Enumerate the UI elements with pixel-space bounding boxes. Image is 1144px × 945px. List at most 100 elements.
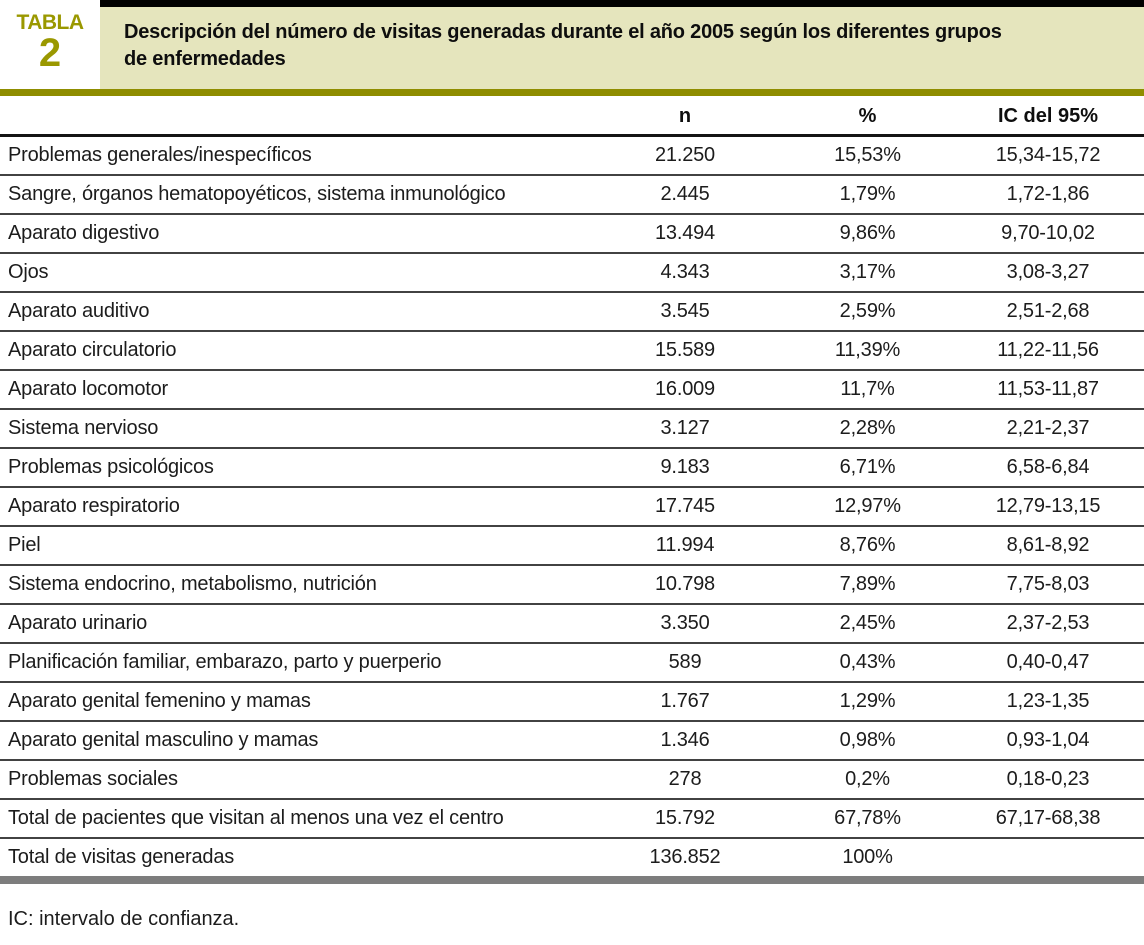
header-cell-percent: % [770, 96, 965, 137]
cell-n: 21.250 [600, 135, 770, 176]
table-badge-number: 2 [38, 31, 62, 75]
table-badge-word: TABLA [16, 11, 84, 34]
cell-percent: 1,29% [770, 682, 965, 722]
cell-n: 16.009 [600, 370, 770, 410]
table-row: Planificación familiar, embarazo, parto … [0, 643, 1144, 683]
cell-percent: 0,98% [770, 721, 965, 761]
cell-confidence-interval: 7,75-8,03 [965, 565, 1144, 605]
cell-confidence-interval: 9,70-10,02 [965, 214, 1144, 254]
table-row: Ojos 4.343 3,17% 3,08-3,27 [0, 253, 1144, 293]
header-cell-n: n [600, 96, 770, 137]
cell-n: 3.127 [600, 409, 770, 449]
cell-disease-group: Aparato digestivo [0, 214, 600, 254]
table-row: Aparato digestivo 13.494 9,86% 9,70-10,02 [0, 214, 1144, 254]
table-badge: TABLA 2 [0, 0, 100, 96]
cell-disease-group: Sangre, órganos hematopoyéticos, sistema… [0, 175, 600, 215]
cell-percent: 2,28% [770, 409, 965, 449]
cell-percent: 6,71% [770, 448, 965, 488]
cell-percent: 9,86% [770, 214, 965, 254]
table-row: Aparato genital femenino y mamas 1.767 1,2… [0, 682, 1144, 722]
cell-disease-group: Aparato auditivo [0, 292, 600, 332]
table-row: Aparato circulatorio 15.589 11,39% 11,22-11… [0, 331, 1144, 371]
cell-n: 10.798 [600, 565, 770, 605]
cell-confidence-interval: 0,40-0,47 [965, 643, 1144, 683]
cell-percent: 12,97% [770, 487, 965, 527]
cell-disease-group: Total de pacientes que visitan al menos … [0, 799, 600, 839]
table-row: Aparato auditivo 3.545 2,59% 2,51-2,68 [0, 292, 1144, 332]
figure-title-line-1: Descripción del número de visitas genera… [124, 21, 1002, 43]
cell-percent: 0,2% [770, 760, 965, 800]
cell-n: 278 [600, 760, 770, 800]
table-row: Aparato genital masculino y mamas 1.346 0,… [0, 721, 1144, 761]
table-row: Aparato locomotor 16.009 11,7% 11,53-11,87 [0, 370, 1144, 410]
cell-n: 1.346 [600, 721, 770, 761]
cell-n: 9.183 [600, 448, 770, 488]
cell-n: 3.350 [600, 604, 770, 644]
table-row: Total de visitas generadas 136.852 100% [0, 838, 1144, 876]
table-row: Sistema nervioso 3.127 2,28% 2,21-2,37 [0, 409, 1144, 449]
cell-disease-group: Problemas psicológicos [0, 448, 600, 488]
cell-percent: 3,17% [770, 253, 965, 293]
cell-disease-group: Problemas sociales [0, 760, 600, 800]
cell-percent: 7,89% [770, 565, 965, 605]
cell-confidence-interval: 12,79-13,15 [965, 487, 1144, 527]
cell-disease-group: Aparato urinario [0, 604, 600, 644]
cell-disease-group: Planificación familiar, embarazo, parto … [0, 643, 600, 683]
table-row: Problemas sociales 278 0,2% 0,18-0,23 [0, 760, 1144, 800]
cell-n: 4.343 [600, 253, 770, 293]
cell-disease-group: Aparato circulatorio [0, 331, 600, 371]
cell-percent: 100% [842, 846, 893, 868]
cell-confidence-interval: 1,72-1,86 [965, 175, 1144, 215]
table-row: Sangre, órganos hematopoyéticos, sistema… [0, 175, 1144, 215]
figure-title-line-2: de enfermedades [124, 48, 286, 70]
cell-confidence-interval: 0,93-1,04 [965, 721, 1144, 761]
cell-n: 15.589 [600, 331, 770, 371]
table-row: Problemas psicológicos 9.183 6,71% 6,58-6,8… [0, 448, 1144, 488]
cell-n: 3.545 [600, 292, 770, 332]
table-row: Problemas generales/inespecíficos 21.250 1… [0, 135, 1144, 176]
cell-percent: 15,53% [770, 135, 965, 176]
cell-n: 13.494 [600, 214, 770, 254]
footnote: IC: intervalo de confianza. [8, 908, 240, 930]
cell-n: 15.792 [600, 799, 770, 839]
table-row: Total de pacientes que visitan al menos … [0, 799, 1144, 839]
cell-confidence-interval: 11,22-11,56 [965, 331, 1144, 371]
cell-n: 136.852 [649, 846, 721, 868]
cell-percent: 67,78% [770, 799, 965, 839]
cell-confidence-interval: 8,61-8,92 [965, 526, 1144, 566]
cell-percent: 2,59% [770, 292, 965, 332]
cell-n: 2.445 [600, 175, 770, 215]
figure-title-box: Descripción del número de visitas genera… [100, 0, 1144, 96]
header-cell-confidence-interval: IC del 95% [965, 96, 1144, 137]
cell-confidence-interval: 2,51-2,68 [965, 292, 1144, 332]
cell-n: 17.745 [600, 487, 770, 527]
cell-confidence-interval: 2,21-2,37 [965, 409, 1144, 449]
header-cell-disease-group [0, 96, 600, 137]
cell-confidence-interval: 67,17-68,38 [965, 799, 1144, 839]
cell-disease-group: Problemas generales/inespecíficos [0, 135, 600, 176]
cell-confidence-interval: 11,53-11,87 [965, 370, 1144, 410]
cell-confidence-interval: 6,58-6,84 [965, 448, 1144, 488]
cell-disease-group: Piel [0, 526, 600, 566]
cell-confidence-interval: 0,18-0,23 [965, 760, 1144, 800]
table-row: Aparato respiratorio 17.745 12,97% 12,79-13… [0, 487, 1144, 527]
cell-disease-group: Ojos [0, 253, 600, 293]
cell-percent: 2,45% [770, 604, 965, 644]
cell-confidence-interval: 2,37-2,53 [965, 604, 1144, 644]
cell-percent: 1,79% [770, 175, 965, 215]
table-row: Sistema endocrino, metabolismo, nutrició… [0, 565, 1144, 605]
cell-confidence-interval: 3,08-3,27 [965, 253, 1144, 293]
cell-confidence-interval: 15,34-15,72 [965, 135, 1144, 176]
cell-disease-group: Aparato locomotor [0, 370, 600, 410]
cell-disease-group: Aparato genital masculino y mamas [0, 721, 600, 761]
cell-n: 1.767 [600, 682, 770, 722]
cell-disease-group: Sistema nervioso [0, 409, 600, 449]
table-header-row: n % IC del 95% [0, 96, 1144, 137]
table-bottom-rule [0, 876, 1144, 884]
figure-header: TABLA 2 Descripción del número de visita… [0, 0, 1144, 96]
cell-n: 11.994 [600, 526, 770, 566]
cell-disease-group: Sistema endocrino, metabolismo, nutrició… [0, 565, 600, 605]
cell-percent: 8,76% [770, 526, 965, 566]
cell-percent: 11,7% [770, 370, 965, 410]
